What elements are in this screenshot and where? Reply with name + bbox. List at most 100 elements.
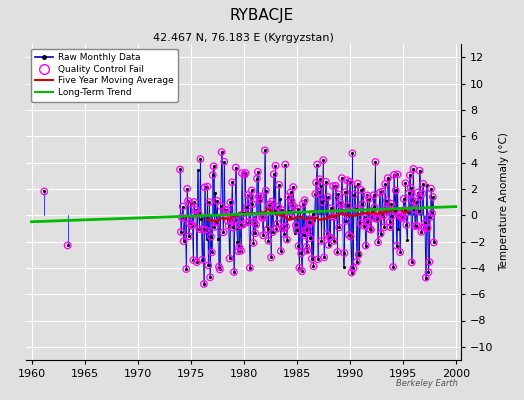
Point: [248, 201, 257, 207]
Point: [409, 166, 418, 172]
Point: [193, 259, 201, 265]
Point: [376, 230, 385, 237]
Point: [256, 193, 265, 200]
Point: [407, 184, 415, 191]
Point: [292, 222, 300, 228]
Point: [379, 213, 388, 219]
Point: [408, 197, 417, 204]
Point: [336, 199, 344, 206]
Point: [354, 180, 362, 187]
Point: [242, 219, 250, 226]
Point: [192, 207, 200, 213]
Point: [300, 197, 309, 204]
Point: [258, 215, 266, 221]
Point: [422, 274, 430, 281]
Point: [194, 210, 203, 217]
Point: [429, 194, 437, 200]
Point: [239, 210, 248, 216]
Point: [300, 232, 308, 238]
Point: [374, 239, 382, 246]
Point: [286, 214, 294, 220]
Point: [189, 257, 198, 263]
Point: [232, 164, 240, 171]
Point: [416, 168, 424, 174]
Point: [231, 216, 239, 223]
Point: [177, 229, 185, 235]
Point: [318, 199, 326, 205]
Point: [314, 189, 323, 195]
Point: [364, 218, 373, 224]
Point: [387, 200, 396, 207]
Point: [265, 202, 274, 208]
Point: [286, 189, 294, 196]
Point: [247, 187, 256, 194]
Point: [328, 213, 336, 220]
Point: [287, 198, 296, 204]
Point: [350, 192, 358, 198]
Point: [294, 243, 303, 249]
Point: [198, 256, 206, 263]
Point: [201, 184, 209, 190]
Point: [215, 264, 223, 270]
Point: [383, 197, 391, 204]
Point: [257, 213, 266, 220]
Point: [235, 244, 244, 250]
Point: [241, 170, 249, 176]
Point: [176, 166, 184, 173]
Point: [394, 171, 402, 178]
Point: [410, 206, 419, 212]
Point: [206, 274, 214, 280]
Point: [190, 199, 199, 205]
Point: [330, 238, 338, 244]
Point: [371, 159, 379, 165]
Text: RYBACJE: RYBACJE: [230, 8, 294, 23]
Point: [303, 247, 311, 254]
Point: [356, 220, 365, 226]
Point: [428, 210, 436, 216]
Point: [316, 182, 325, 189]
Point: [322, 178, 330, 185]
Point: [304, 226, 312, 232]
Point: [264, 238, 272, 244]
Point: [390, 208, 399, 214]
Point: [309, 211, 317, 217]
Point: [418, 190, 427, 197]
Point: [188, 222, 196, 228]
Point: [182, 266, 190, 272]
Point: [196, 156, 204, 162]
Point: [347, 269, 356, 276]
Point: [187, 222, 195, 229]
Point: [375, 208, 383, 215]
Point: [181, 215, 190, 222]
Point: [408, 259, 416, 266]
Point: [399, 214, 407, 220]
Point: [370, 204, 379, 210]
Point: [320, 254, 329, 260]
Point: [366, 226, 374, 232]
Point: [349, 265, 357, 272]
Point: [246, 194, 255, 200]
Point: [372, 216, 380, 222]
Point: [390, 172, 398, 178]
Point: [288, 201, 297, 208]
Point: [183, 186, 191, 192]
Point: [283, 194, 292, 200]
Point: [191, 211, 199, 218]
Point: [385, 219, 394, 225]
Y-axis label: Temperature Anomaly (°C): Temperature Anomaly (°C): [499, 132, 509, 272]
Point: [348, 150, 357, 156]
Point: [281, 161, 289, 168]
Point: [353, 258, 361, 265]
Point: [314, 256, 322, 262]
Point: [241, 172, 249, 178]
Legend: Raw Monthly Data, Quality Control Fail, Five Year Moving Average, Long-Term Tren: Raw Monthly Data, Quality Control Fail, …: [31, 48, 178, 102]
Point: [40, 188, 48, 195]
Point: [209, 172, 217, 178]
Point: [421, 220, 429, 226]
Point: [253, 175, 261, 182]
Point: [237, 248, 245, 254]
Point: [244, 192, 252, 198]
Point: [272, 226, 280, 232]
Point: [63, 242, 72, 249]
Point: [269, 171, 278, 178]
